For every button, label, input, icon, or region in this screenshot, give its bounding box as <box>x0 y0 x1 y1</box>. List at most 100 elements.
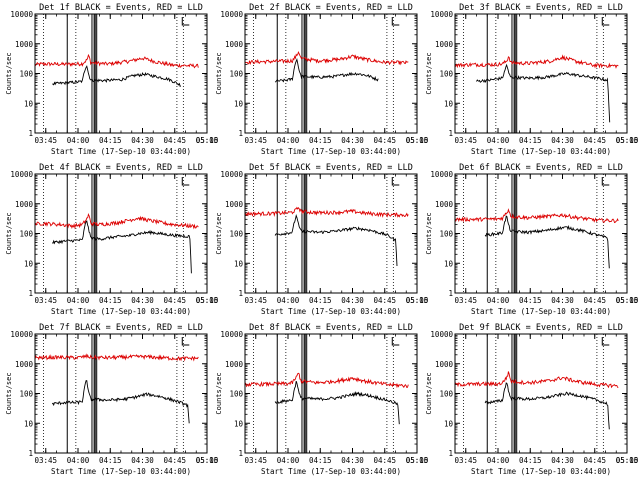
y-tick-label: 1000 <box>225 40 244 49</box>
events-series-line <box>274 380 400 425</box>
y-tick-label: 1000 <box>435 200 454 209</box>
x-tick-label: 04:45 <box>373 456 396 465</box>
bracket-marker <box>181 17 190 26</box>
y-tick-label: 10000 <box>430 330 453 339</box>
x-tick-label: 04:15 <box>519 296 542 305</box>
y-tick-label: 1 <box>238 449 243 458</box>
y-tick-label: 100 <box>439 70 453 79</box>
bracket-marker <box>391 177 400 186</box>
plot-frame <box>244 333 418 454</box>
events-series-line <box>484 215 610 269</box>
x-tick-label: 05:00 <box>406 136 429 145</box>
bracket-marker <box>601 337 610 346</box>
x-tick-label: 04:45 <box>163 296 186 305</box>
y-tick-label: 10000 <box>220 170 243 179</box>
x-tick-label: 03:45 <box>244 456 267 465</box>
y-tick-label: 1 <box>448 289 453 298</box>
x-tick-label: 04:15 <box>309 296 332 305</box>
y-tick-label: 10 <box>444 99 454 108</box>
x-tick-label: 04:45 <box>373 296 396 305</box>
x-tick-label: 03:45 <box>454 456 477 465</box>
x-tick-label: 04:00 <box>277 456 300 465</box>
x-tick-label: 03:45 <box>454 136 477 145</box>
det-panel-6: Det 6f BLACK = Events, RED = LLD Counts/s… <box>425 163 639 316</box>
events-series-line <box>51 380 190 424</box>
x-tick-label: 04:30 <box>131 296 154 305</box>
y-tick-label: 10 <box>234 419 244 428</box>
y-tick-label: 1000 <box>225 200 244 209</box>
x-tick-label: 05:15 <box>196 296 219 305</box>
plot-frame <box>34 333 208 454</box>
det-panel-9: Det 9f BLACK = Events, RED = LLD Counts/s… <box>425 323 639 476</box>
lld-series-line <box>455 371 619 389</box>
y-tick-label: 1000 <box>435 40 454 49</box>
x-tick-label: 05:00 <box>406 456 429 465</box>
x-axis-label: Start Time (17-Sep-10 03:44:00) <box>471 307 611 316</box>
y-tick-label: 10 <box>24 99 34 108</box>
y-tick-label: 10000 <box>220 330 243 339</box>
panel-title: Det 1f BLACK = Events, RED = LLD <box>39 3 203 13</box>
x-tick-label: 04:00 <box>67 136 90 145</box>
events-series-line <box>476 63 611 123</box>
bracket-marker <box>391 337 400 346</box>
x-tick-label: 04:45 <box>163 456 186 465</box>
y-tick-label: 100 <box>19 390 33 399</box>
bracket-marker <box>391 17 400 26</box>
panel-title: Det 9f BLACK = Events, RED = LLD <box>459 323 623 333</box>
lld-series-line <box>245 372 409 389</box>
events-series-line <box>51 220 192 274</box>
x-tick-label: 05:15 <box>616 296 639 305</box>
x-tick-label: 04:30 <box>551 136 574 145</box>
y-tick-label: 10000 <box>10 10 33 19</box>
bracket-marker <box>181 337 190 346</box>
x-tick-label: 04:15 <box>519 456 542 465</box>
y-tick-label: 100 <box>19 230 33 239</box>
x-tick-label: 04:00 <box>277 136 300 145</box>
events-series-line <box>484 382 610 430</box>
x-tick-label: 05:15 <box>406 136 429 145</box>
x-tick-label: 03:45 <box>244 136 267 145</box>
events-series-line <box>274 57 379 83</box>
x-tick-label: 04:45 <box>583 296 606 305</box>
x-tick-label: 05:15 <box>196 456 219 465</box>
x-axis-label: Start Time (17-Sep-10 03:44:00) <box>261 467 401 476</box>
x-tick-label: 05:00 <box>616 296 639 305</box>
x-tick-label: 04:30 <box>131 136 154 145</box>
det-panel-4: Det 4f BLACK = Events, RED = LLD Counts/s… <box>5 163 219 316</box>
x-tick-label: 03:45 <box>454 296 477 305</box>
y-tick-label: 10 <box>234 99 244 108</box>
y-tick-label: 10 <box>444 259 454 268</box>
y-tick-label: 10000 <box>10 330 33 339</box>
y-axis-label: Counts/sec <box>215 212 223 254</box>
y-tick-label: 100 <box>229 390 243 399</box>
y-tick-label: 1 <box>448 449 453 458</box>
y-tick-label: 1000 <box>15 360 34 369</box>
y-tick-label: 10 <box>24 259 34 268</box>
x-tick-label: 05:00 <box>406 296 429 305</box>
y-tick-label: 100 <box>439 390 453 399</box>
y-axis-label: Counts/sec <box>5 52 13 94</box>
x-tick-label: 05:15 <box>406 296 429 305</box>
x-tick-label: 04:15 <box>309 136 332 145</box>
x-tick-label: 03:45 <box>34 296 57 305</box>
y-axis-label: Counts/sec <box>425 372 433 414</box>
lld-series-line <box>35 213 199 230</box>
x-tick-label: 04:30 <box>341 456 364 465</box>
y-tick-label: 100 <box>439 230 453 239</box>
y-axis-label: Counts/sec <box>425 52 433 94</box>
x-tick-label: 04:15 <box>309 456 332 465</box>
events-series-line <box>52 65 182 87</box>
x-tick-label: 04:30 <box>551 456 574 465</box>
y-tick-label: 100 <box>229 70 243 79</box>
y-tick-label: 100 <box>229 230 243 239</box>
y-tick-label: 1000 <box>15 200 34 209</box>
y-tick-label: 1 <box>238 289 243 298</box>
lld-series-line <box>245 206 409 218</box>
y-axis-label: Counts/sec <box>425 212 433 254</box>
panel-title: Det 7f BLACK = Events, RED = LLD <box>39 323 203 333</box>
y-tick-label: 1000 <box>435 360 454 369</box>
det-panel-7: Det 7f BLACK = Events, RED = LLD Counts/s… <box>5 323 219 476</box>
panel-title: Det 8f BLACK = Events, RED = LLD <box>249 323 413 333</box>
panel-title: Det 3f BLACK = Events, RED = LLD <box>459 3 623 13</box>
